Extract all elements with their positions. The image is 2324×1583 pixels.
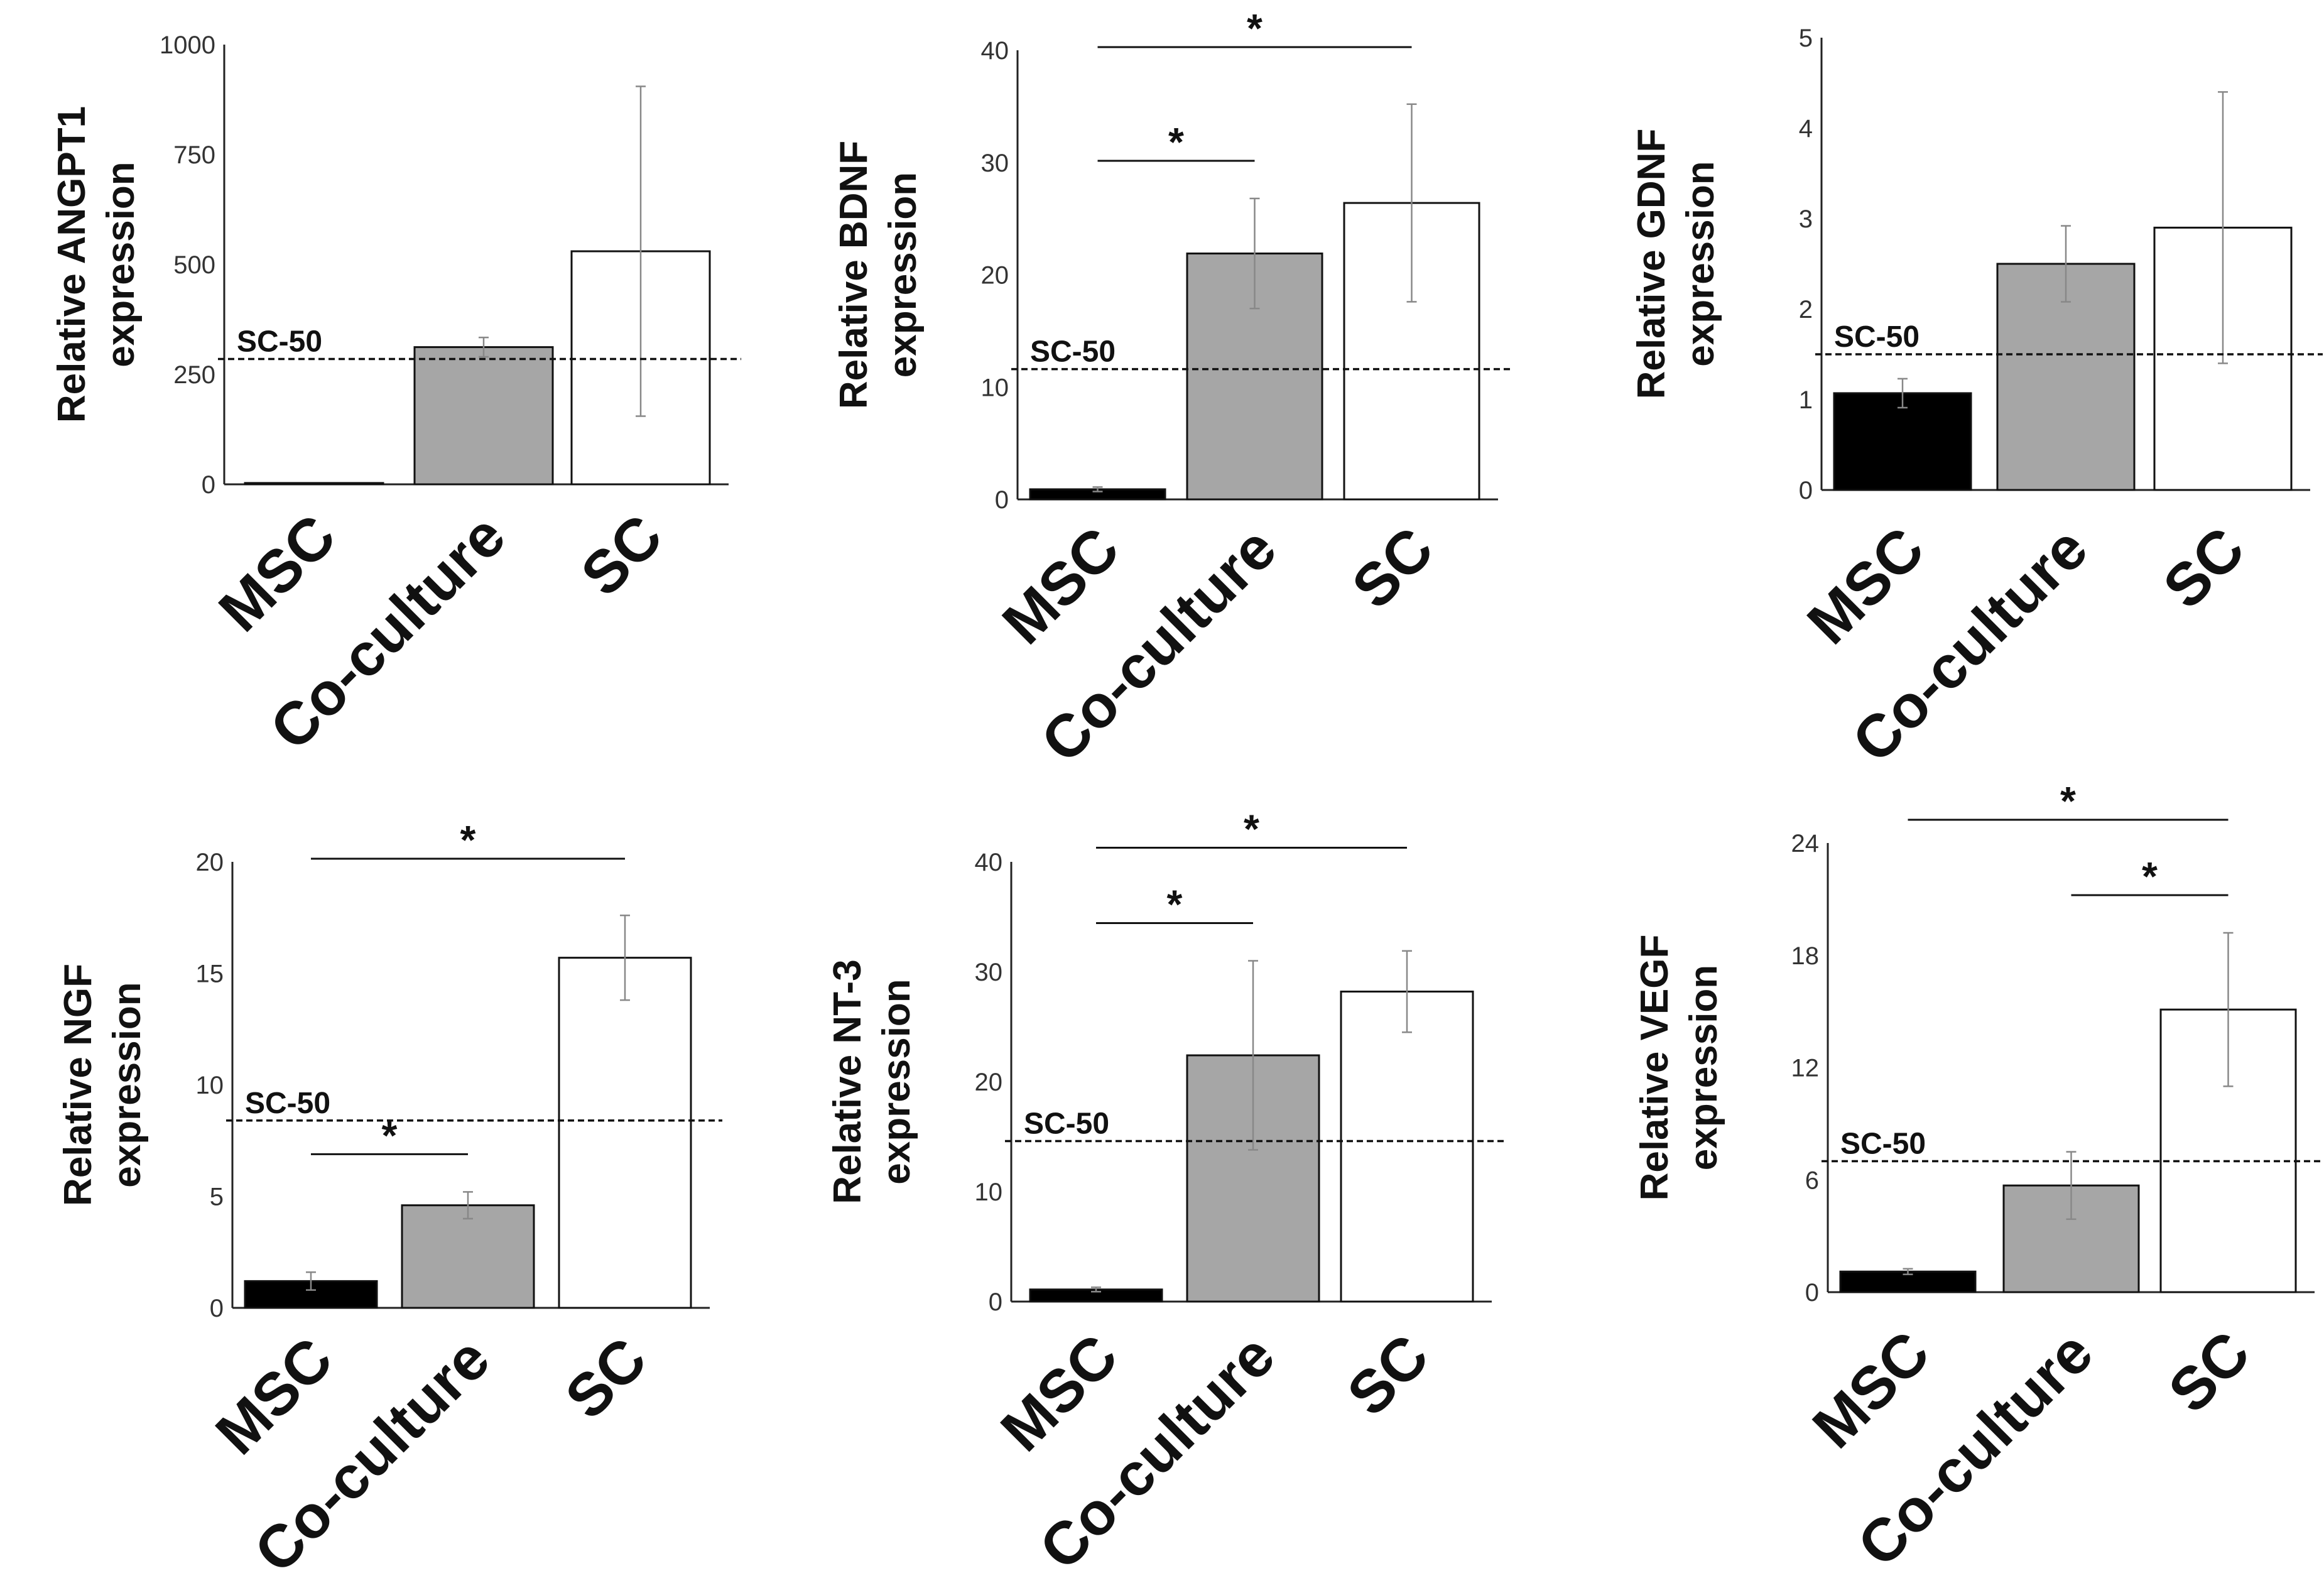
y-axis-label: Relative NGF <box>57 964 100 1206</box>
category-label: MSC <box>206 502 349 645</box>
y-tick-label: 10 <box>981 374 1009 401</box>
category-label: SC <box>2151 514 2257 621</box>
y-tick-label: 30 <box>975 959 1003 986</box>
y-axis-label: expression <box>881 172 925 378</box>
y-tick-label: 40 <box>981 37 1009 65</box>
y-tick-label: 20 <box>975 1069 1003 1096</box>
significance-star: * <box>1168 119 1184 165</box>
y-tick-label: 10 <box>975 1178 1003 1206</box>
y-tick-label: 0 <box>995 486 1009 514</box>
y-axis-label: Relative GDNF <box>1630 129 1673 400</box>
significance-star: * <box>382 1112 398 1158</box>
y-tick-label: 0 <box>202 471 215 499</box>
bar-co-culture <box>401 1204 535 1309</box>
y-tick-label: 0 <box>989 1288 1002 1316</box>
y-tick-label: 0 <box>210 1295 224 1322</box>
y-axis-label: expression <box>106 982 149 1187</box>
significance-star: * <box>1167 882 1183 927</box>
category-label: MSC <box>1795 514 1937 657</box>
y-axis-label: expression <box>1682 965 1725 1170</box>
y-tick-label: 0 <box>1805 1279 1819 1307</box>
significance-star: * <box>2142 854 2158 899</box>
y-tick-label: 40 <box>975 849 1003 876</box>
reference-label: SC-50 <box>1024 1107 1109 1141</box>
y-tick-label: 4 <box>1799 115 1813 143</box>
y-axis-label: Relative ANGPT1 <box>50 106 94 423</box>
y-axis-label: expression <box>875 979 918 1184</box>
y-tick-label: 20 <box>981 262 1009 290</box>
y-axis-label: Relative BDNF <box>832 141 876 409</box>
y-tick-label: 1000 <box>160 31 215 59</box>
y-tick-label: 18 <box>1791 942 1820 970</box>
y-axis-label: Relative VEGF <box>1633 935 1676 1201</box>
bar-msc <box>1833 392 1972 491</box>
category-label: MSC <box>990 514 1132 657</box>
significance-star: * <box>1247 6 1262 51</box>
significance-star: * <box>2060 778 2076 824</box>
y-tick-label: 12 <box>1791 1055 1820 1082</box>
bar-sc <box>558 957 692 1309</box>
category-label: MSC <box>1800 1319 1943 1461</box>
y-tick-label: 5 <box>210 1183 224 1211</box>
y-tick-label: 6 <box>1805 1167 1819 1194</box>
y-tick-label: 30 <box>981 150 1009 177</box>
reference-label: SC-50 <box>1834 320 1919 354</box>
category-label: SC <box>568 502 675 609</box>
y-tick-label: 0 <box>1799 477 1813 504</box>
y-tick-label: 250 <box>173 361 215 389</box>
y-tick-label: 10 <box>196 1072 224 1099</box>
y-tick-label: 500 <box>173 251 215 279</box>
category-label: SC <box>553 1325 660 1432</box>
bar-sc <box>1340 991 1474 1303</box>
category-label: SC <box>1335 1322 1442 1428</box>
reference-label: SC-50 <box>245 1087 330 1120</box>
y-tick-label: 1 <box>1799 386 1813 414</box>
y-tick-label: 3 <box>1799 205 1813 233</box>
category-label: MSC <box>203 1325 345 1467</box>
y-tick-label: 2 <box>1799 296 1813 324</box>
y-tick-label: 20 <box>196 849 224 876</box>
reference-label: SC-50 <box>1030 335 1116 369</box>
chart-panel-1: 0 250 500 750 1000 Relative ANGPT1 expression M… <box>50 31 741 763</box>
y-tick-label: 15 <box>196 960 224 988</box>
y-tick-label: 24 <box>1791 830 1820 857</box>
category-label: SC <box>2156 1319 2262 1425</box>
category-label: MSC <box>988 1322 1131 1464</box>
reference-label: SC-50 <box>1840 1127 1926 1160</box>
y-tick-label: 750 <box>173 141 215 169</box>
reference-label: SC-50 <box>237 325 322 359</box>
significance-star: * <box>460 817 476 862</box>
y-axis-label: expression <box>99 161 143 367</box>
category-label: SC <box>1339 514 1446 621</box>
bar-co-culture <box>413 346 554 486</box>
y-axis-label: expression <box>1679 161 1722 366</box>
significance-star: * <box>1244 807 1259 852</box>
y-axis-label: Relative NT-3 <box>826 959 869 1204</box>
bar-msc <box>244 482 384 486</box>
y-tick-label: 5 <box>1799 24 1813 52</box>
